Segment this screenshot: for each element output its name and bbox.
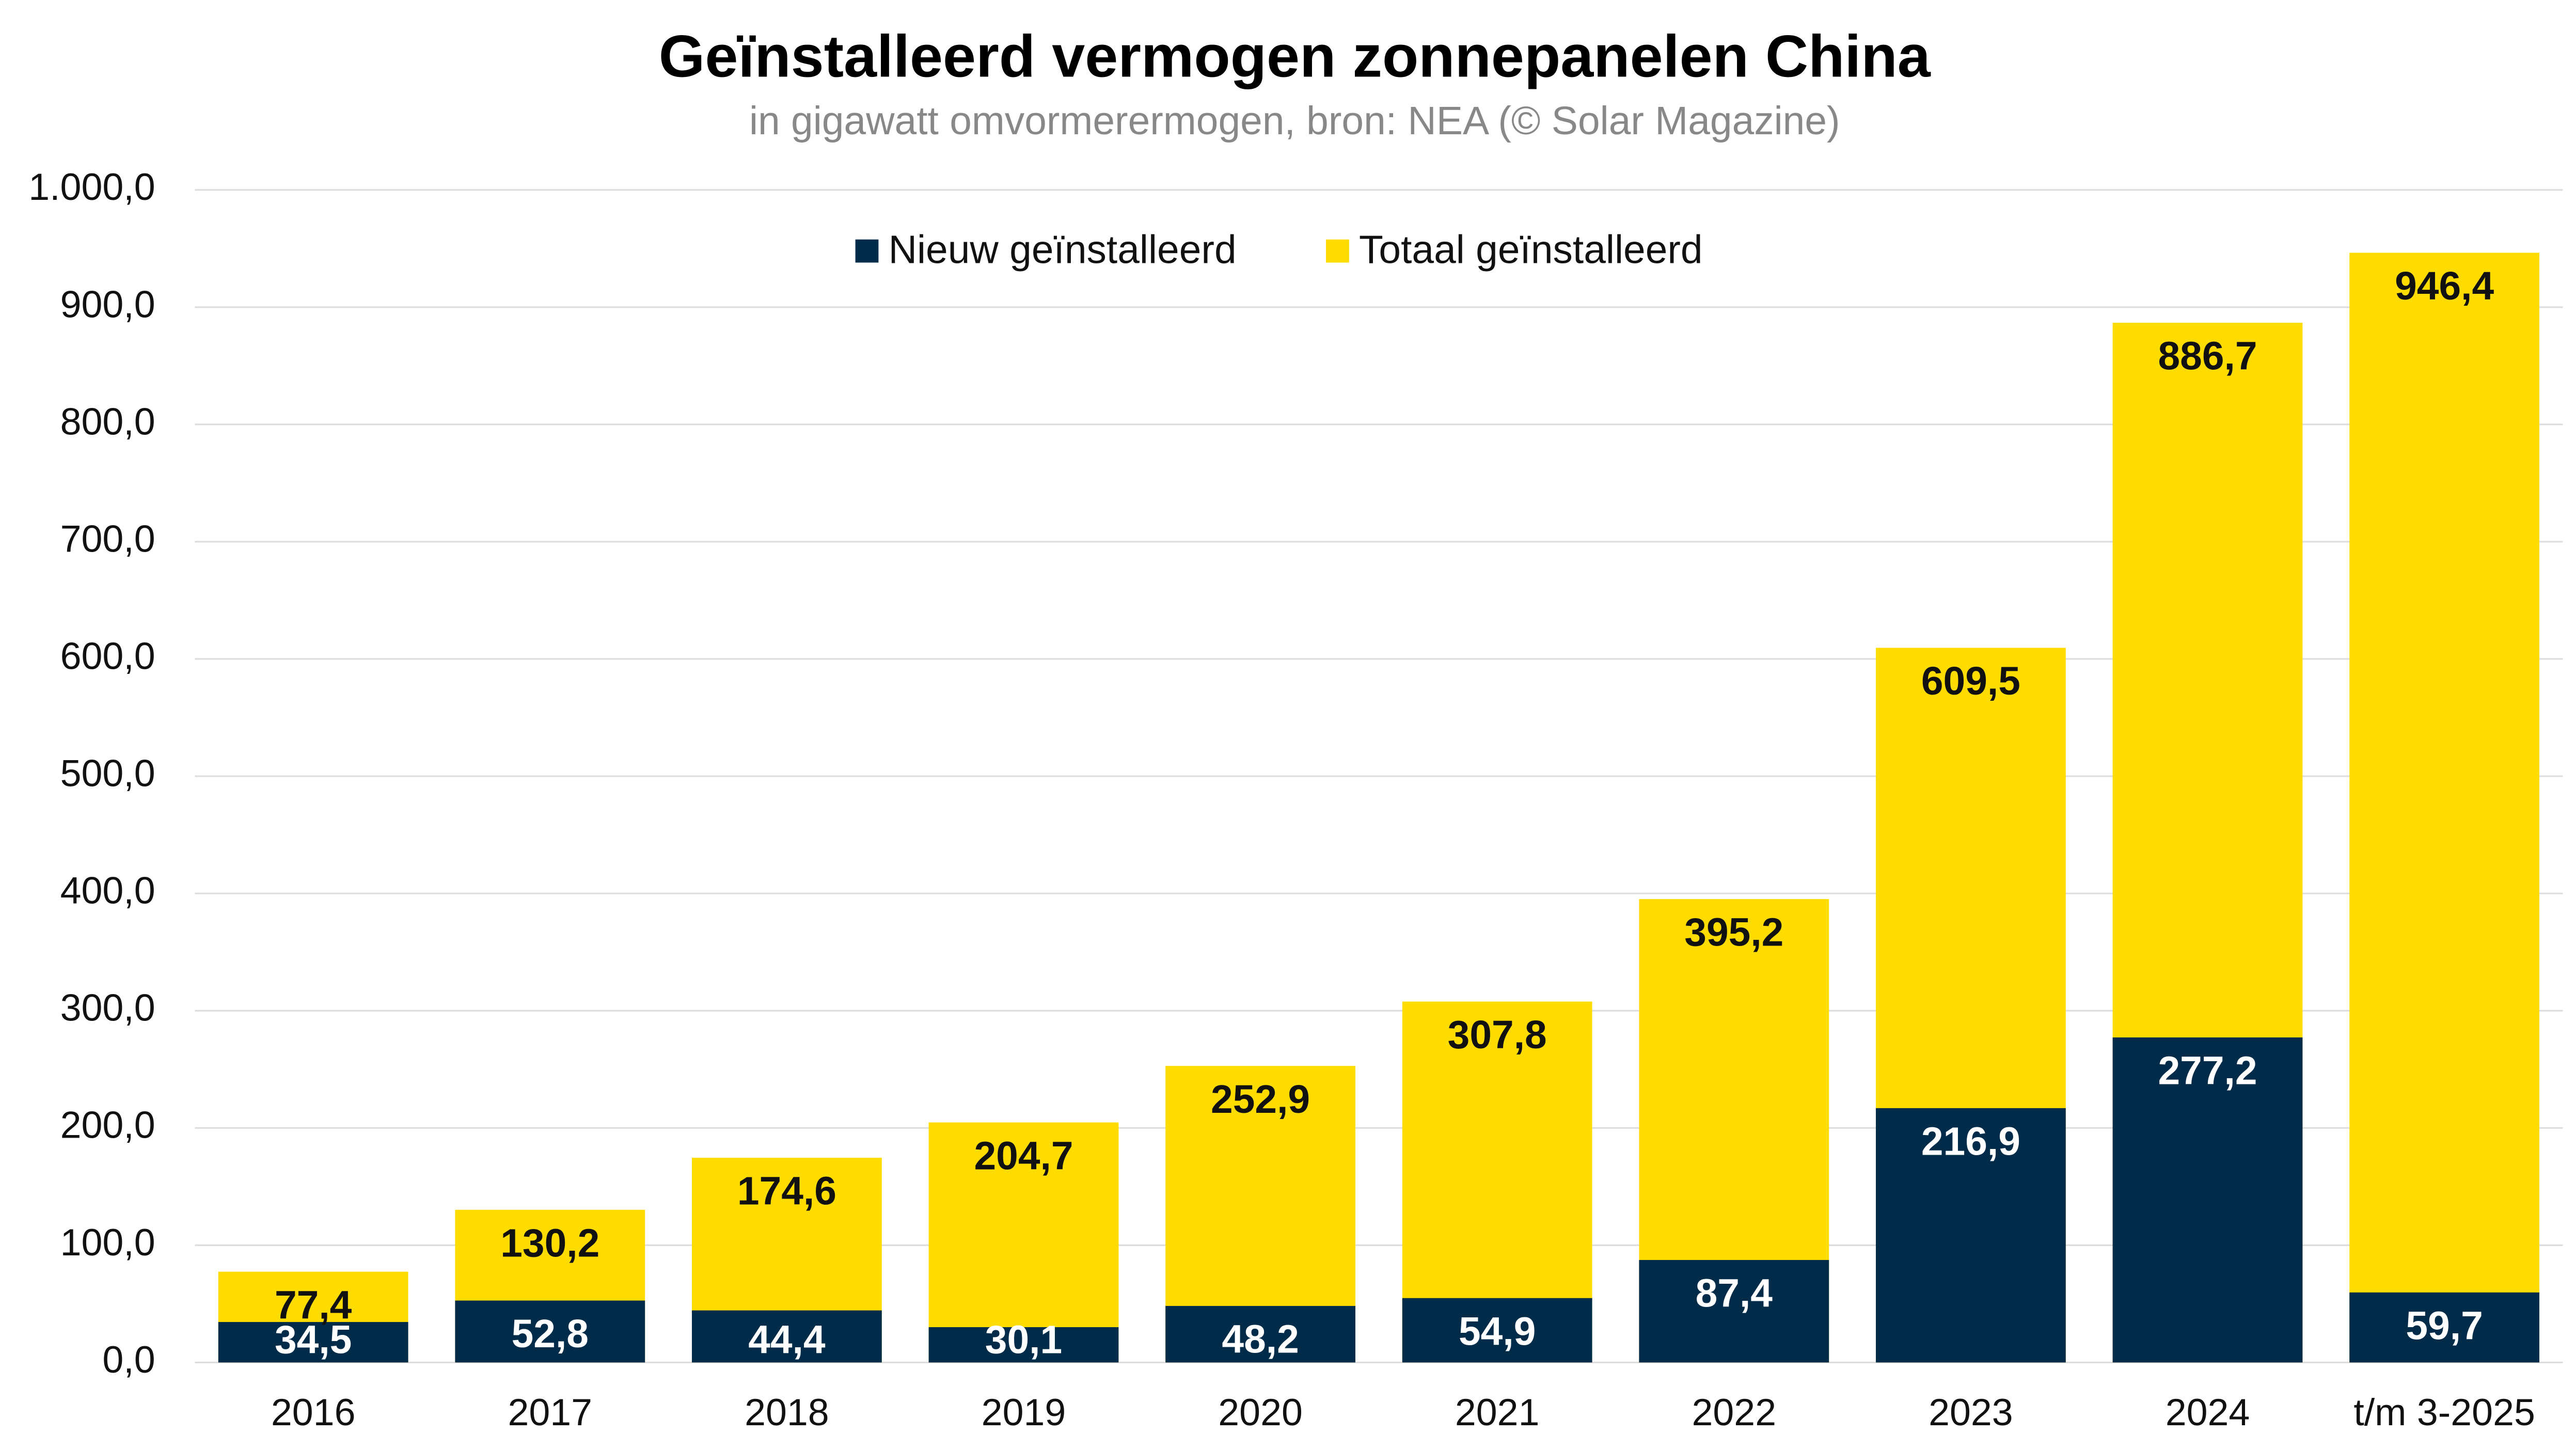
value-label: 52,8 [512, 1312, 589, 1356]
value-label: 34,5 [275, 1318, 352, 1362]
legend-label: Nieuw geïnstalleerd [889, 228, 1237, 272]
x-tick-label: 2017 [508, 1391, 592, 1434]
value-label: 44,4 [748, 1318, 826, 1362]
value-label: 204,7 [974, 1134, 1073, 1178]
y-tick-label: 0,0 [102, 1338, 155, 1381]
value-label: 946,4 [2395, 264, 2494, 308]
value-label: 77,4 [275, 1283, 352, 1327]
x-tick-label: 2021 [1455, 1391, 1540, 1434]
chart-title: Geïnstalleerd vermogen zonnepanelen Chin… [659, 24, 1931, 90]
legend-swatch [1326, 239, 1349, 263]
bar [455, 1300, 645, 1363]
x-tick-label: 2018 [745, 1391, 829, 1434]
x-tick-label: 2022 [1692, 1391, 1776, 1434]
bar [1639, 1259, 1829, 1363]
bar [691, 1310, 882, 1363]
x-tick-label: t/m 3-2025 [2353, 1391, 2535, 1434]
bar [218, 1322, 408, 1363]
chart-subtitle: in gigawatt omvormerermogen, bron: NEA (… [749, 99, 1840, 143]
bar [2112, 1037, 2303, 1363]
legend-label: Totaal geïnstalleerd [1359, 228, 1703, 272]
bar [1165, 1305, 1355, 1363]
value-label: 130,2 [500, 1221, 599, 1265]
value-label: 87,4 [1696, 1272, 1773, 1316]
value-label: 252,9 [1211, 1078, 1310, 1122]
bar [1876, 1108, 2066, 1363]
y-tick-label: 600,0 [60, 634, 155, 677]
x-tick-label: 2016 [271, 1391, 356, 1434]
value-label: 54,9 [1459, 1310, 1536, 1353]
bar [928, 1327, 1119, 1363]
value-label: 30,1 [985, 1318, 1062, 1362]
value-label: 59,7 [2406, 1304, 2483, 1348]
bar [2349, 1292, 2540, 1363]
value-label: 174,6 [737, 1170, 836, 1214]
x-tick-label: 2024 [2166, 1391, 2250, 1434]
value-label: 609,5 [1921, 659, 2020, 703]
legend-swatch [855, 239, 879, 263]
y-tick-label: 500,0 [60, 752, 155, 795]
value-label: 886,7 [2158, 335, 2257, 379]
x-tick-label: 2019 [982, 1391, 1066, 1434]
bar [1402, 1298, 1592, 1363]
y-tick-label: 900,0 [60, 282, 155, 325]
value-label: 216,9 [1921, 1120, 2020, 1164]
y-tick-label: 100,0 [60, 1221, 155, 1264]
value-label: 277,2 [2158, 1049, 2257, 1093]
x-tick-label: 2023 [1929, 1391, 2013, 1434]
value-label: 307,8 [1448, 1013, 1547, 1057]
y-tick-label: 800,0 [60, 400, 155, 443]
bar [2349, 253, 2540, 1363]
bar [928, 1122, 1119, 1363]
y-tick-label: 300,0 [60, 986, 155, 1029]
value-label: 48,2 [1222, 1318, 1299, 1362]
y-tick-label: 1.000,0 [28, 165, 155, 208]
y-tick-label: 200,0 [60, 1104, 155, 1146]
y-tick-label: 700,0 [60, 517, 155, 560]
x-tick-label: 2020 [1218, 1391, 1303, 1434]
value-label: 395,2 [1684, 911, 1783, 955]
y-tick-label: 400,0 [60, 869, 155, 912]
